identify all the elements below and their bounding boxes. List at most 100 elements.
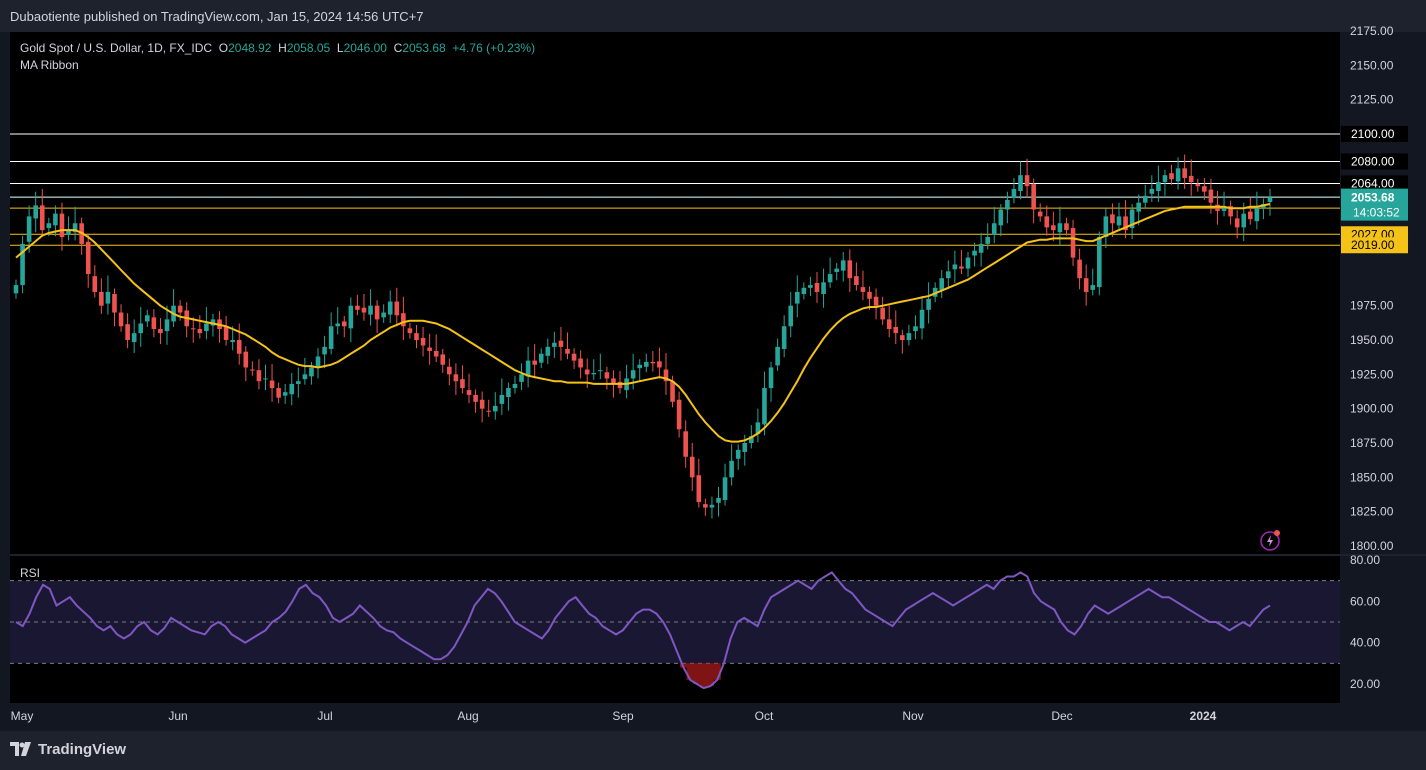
candle-body bbox=[565, 348, 570, 354]
legend-symbol[interactable]: Gold Spot / U.S. Dollar, 1D, FX_IDC bbox=[20, 41, 213, 55]
candle-body bbox=[387, 301, 393, 315]
candle-body bbox=[604, 372, 610, 379]
candle-body bbox=[125, 324, 130, 340]
candle-body bbox=[355, 305, 360, 310]
x-tick-label: 2024 bbox=[1190, 709, 1217, 723]
candle-body bbox=[1149, 188, 1155, 194]
candle-body bbox=[630, 370, 636, 379]
candle-body bbox=[598, 370, 603, 372]
candle-body bbox=[703, 504, 708, 508]
candle-body bbox=[1248, 211, 1253, 220]
candle-body bbox=[1234, 218, 1240, 228]
candle-body bbox=[236, 340, 242, 354]
candle-body bbox=[1083, 278, 1089, 292]
level-label: 2100.00 bbox=[1351, 127, 1395, 141]
candle-body bbox=[1202, 186, 1207, 192]
candle-body bbox=[821, 282, 826, 294]
candle-body bbox=[296, 381, 301, 384]
legend-change: +4.76 (+0.23%) bbox=[452, 41, 536, 55]
level-label-box bbox=[1341, 153, 1408, 170]
candle-body bbox=[1005, 199, 1010, 210]
candle-body bbox=[1195, 184, 1201, 187]
candle-body bbox=[519, 374, 524, 382]
candle-body bbox=[1116, 216, 1122, 226]
candle-body bbox=[571, 353, 577, 361]
candle-body bbox=[952, 264, 958, 270]
candle-body bbox=[978, 243, 984, 253]
candle-body bbox=[1057, 223, 1063, 233]
level-label-box bbox=[1341, 175, 1408, 192]
candle-body bbox=[657, 361, 662, 368]
legend-close: 2053.68 bbox=[402, 41, 446, 55]
candle-body bbox=[552, 342, 557, 347]
rsi-line bbox=[15, 571, 1271, 690]
candle-body bbox=[499, 394, 505, 404]
candle-body bbox=[1011, 188, 1017, 198]
candle-body bbox=[99, 291, 104, 306]
candle-body bbox=[525, 360, 531, 377]
candle-body bbox=[643, 361, 649, 367]
candle-body bbox=[401, 313, 406, 327]
x-tick-label: Jul bbox=[317, 709, 332, 723]
candle-body bbox=[427, 347, 432, 351]
candle-body bbox=[1169, 173, 1174, 180]
candle-body bbox=[919, 309, 925, 329]
candle-body bbox=[204, 323, 209, 332]
candle-body bbox=[131, 333, 137, 343]
rsi-tick-label: 40.00 bbox=[1350, 636, 1380, 650]
candle-body bbox=[1110, 214, 1115, 224]
y-tick-label: 1925.00 bbox=[1350, 367, 1394, 381]
x-tick-label: Sep bbox=[612, 709, 634, 723]
candle-body bbox=[145, 315, 150, 322]
legend-l-label: L bbox=[336, 41, 344, 55]
candle-body bbox=[1215, 204, 1220, 211]
candle-body bbox=[1188, 175, 1194, 183]
flash-icon[interactable] bbox=[1259, 529, 1281, 551]
candle-body bbox=[53, 213, 58, 226]
candle-body bbox=[591, 372, 597, 375]
candle-body bbox=[256, 370, 262, 382]
candle-body bbox=[1051, 225, 1056, 231]
level-label: 2019.00 bbox=[1351, 238, 1395, 252]
tradingview-logo[interactable]: TradingView bbox=[10, 741, 126, 758]
candle-body bbox=[742, 443, 748, 452]
x-tick-label: Nov bbox=[902, 709, 923, 723]
candle-body bbox=[13, 285, 19, 294]
level-label: 2080.00 bbox=[1351, 154, 1395, 168]
candle-body bbox=[827, 274, 833, 283]
candle-body bbox=[276, 388, 281, 398]
candle-body bbox=[447, 366, 452, 375]
candle-body bbox=[939, 278, 945, 290]
rsi-label[interactable]: RSI bbox=[20, 566, 41, 580]
candle-body bbox=[112, 293, 117, 313]
candle-body bbox=[328, 326, 334, 349]
candle-body bbox=[1156, 182, 1161, 191]
candle-body bbox=[420, 337, 426, 346]
candle-body bbox=[578, 358, 583, 368]
candle-body bbox=[1228, 206, 1233, 217]
candle-body bbox=[118, 312, 124, 327]
y-tick-label: 1900.00 bbox=[1350, 402, 1394, 416]
candle-body bbox=[85, 241, 91, 275]
candle-body bbox=[617, 381, 623, 389]
y-tick-label: 2175.00 bbox=[1350, 24, 1394, 38]
candle-body bbox=[197, 329, 203, 334]
candle-body bbox=[729, 460, 734, 478]
candle-body bbox=[926, 298, 931, 310]
candle-body bbox=[808, 285, 813, 288]
candle-body bbox=[164, 319, 170, 332]
candle-body bbox=[584, 369, 590, 375]
candle-body bbox=[709, 504, 715, 508]
legend-indicator[interactable]: MA Ribbon bbox=[20, 58, 79, 72]
candle-body bbox=[755, 422, 761, 435]
legend-high: 2058.05 bbox=[286, 41, 331, 55]
current-price-box bbox=[1341, 188, 1408, 221]
candle-body bbox=[1018, 175, 1023, 191]
y-tick-label: 1850.00 bbox=[1350, 470, 1394, 484]
candle-body bbox=[20, 243, 25, 286]
candle-body bbox=[368, 305, 373, 315]
candle-body bbox=[302, 374, 308, 380]
candle-body bbox=[689, 456, 695, 478]
y-tick-label: 2125.00 bbox=[1350, 93, 1394, 107]
